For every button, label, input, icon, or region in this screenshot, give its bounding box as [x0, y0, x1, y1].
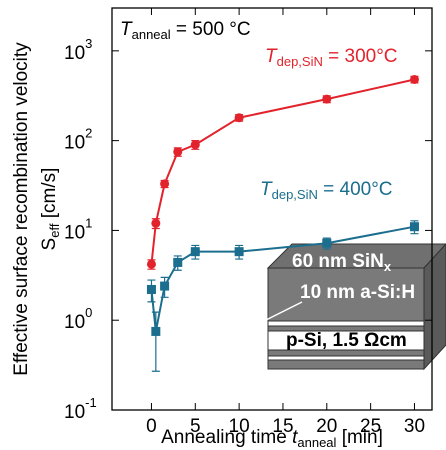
- x-axis-label-part: t: [292, 427, 298, 448]
- series-label-part: T: [265, 46, 278, 67]
- inset-label: p-Si, 1.5 Ωcm: [286, 330, 407, 351]
- inset-label: 60 nm SiNx: [292, 251, 392, 274]
- y-tick-label-part: 0: [85, 306, 92, 321]
- series-label: Tdep,SiN = 400°C: [260, 179, 393, 202]
- marker: [146, 259, 156, 269]
- annotation: Tanneal = 500 °C: [120, 19, 251, 42]
- x-axis-label: Annealing time tanneal [min]: [161, 427, 383, 450]
- annotation-part: T: [120, 19, 133, 40]
- series-label-part: T: [260, 179, 273, 200]
- series-label-part: = 300°C: [323, 46, 398, 67]
- y-tick-label: 100: [64, 306, 92, 334]
- y-tick-label-part: 10: [64, 312, 85, 333]
- plot-frame: [111, 7, 433, 411]
- marker: [173, 257, 183, 267]
- marker: [234, 113, 244, 123]
- inset-label-part: 60 nm SiN: [292, 251, 384, 272]
- x-tick-label: 25: [360, 416, 381, 437]
- annotation-part: anneal: [132, 27, 171, 42]
- y-tick-label-part: 10: [64, 402, 85, 423]
- marker: [151, 218, 161, 228]
- marker: [173, 147, 183, 157]
- x-tick-label: 5: [190, 416, 201, 437]
- marker: [151, 326, 161, 336]
- series-label-part: dep,SiN: [272, 187, 318, 202]
- marker: [190, 140, 200, 150]
- y-tick-label-part: 3: [85, 36, 92, 51]
- marker: [322, 94, 332, 104]
- x-tick-label: 20: [316, 416, 337, 437]
- x-tick-label: 30: [404, 416, 425, 437]
- series-line: [150, 78, 415, 265]
- x-tick-label: 15: [272, 416, 293, 437]
- y-tick-label: 102: [64, 126, 92, 154]
- series-label-part: dep,SiN: [277, 54, 323, 69]
- inset-label-part: x: [384, 259, 392, 274]
- marker: [160, 281, 170, 291]
- marker: [409, 222, 419, 232]
- series-line: [150, 225, 415, 332]
- annotation-part: = 500 °C: [171, 19, 251, 40]
- asi-layer: [267, 355, 425, 361]
- y-tick-label-part: 1: [85, 216, 92, 231]
- x-tick-label: 10: [229, 416, 250, 437]
- series-label: Tdep,SiN = 300°C: [265, 46, 398, 69]
- y-axis-label-part: S: [39, 238, 60, 251]
- marker: [146, 284, 156, 294]
- marker: [322, 238, 332, 248]
- series-label-part: = 400°C: [318, 179, 393, 200]
- y-axis-label: Effective surface recombination velocity: [11, 42, 32, 376]
- y-tick-label-part: 10: [64, 133, 85, 154]
- sinx-layer: [267, 359, 425, 370]
- layer-stack-diagram: 60 nm SiNx 10 nm a-Si:H p-Si, 1.5 Ωcm: [261, 243, 446, 371]
- y-axis-label-part: eff: [47, 223, 62, 238]
- x-axis-label-part: Annealing time: [161, 427, 292, 448]
- x-tick-label: 0: [146, 416, 157, 437]
- y-tick-label-part: 10: [64, 43, 85, 64]
- inset-label: 10 nm a-Si:H: [300, 282, 415, 303]
- x-axis-label-part: [min]: [336, 427, 382, 448]
- marker: [190, 247, 200, 257]
- marker: [160, 179, 170, 189]
- sinx-layer: [267, 267, 425, 322]
- leader-line: [261, 301, 303, 323]
- y-tick-label: 103: [64, 36, 92, 64]
- y-tick-label-part: 10: [64, 222, 85, 243]
- x-axis-label-part: anneal: [297, 435, 336, 450]
- y-tick-label-part: -1: [85, 395, 97, 410]
- y-tick-label: 101: [64, 216, 92, 244]
- y-axis-label: Seff [cm/s]: [39, 168, 62, 251]
- error-bar: [151, 311, 160, 372]
- y-tick-label: 10-1: [64, 395, 97, 423]
- y-tick-label-part: 2: [85, 126, 92, 141]
- marker: [234, 247, 244, 257]
- y-axis-label-part: [cm/s]: [39, 168, 60, 224]
- asi-layer: [267, 320, 425, 327]
- marker: [409, 74, 419, 84]
